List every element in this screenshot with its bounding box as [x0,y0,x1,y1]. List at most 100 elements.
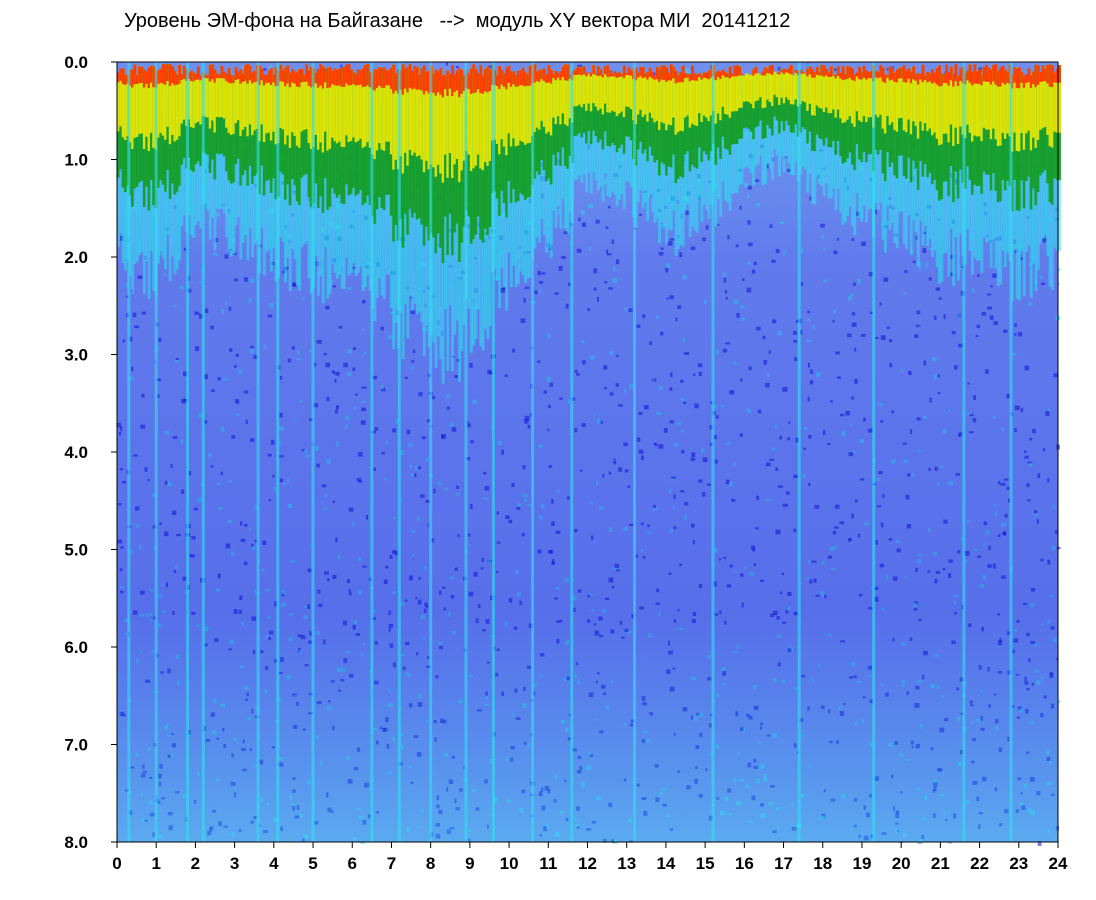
surface-band-segment [161,64,165,136]
surface-band-segment [660,65,664,80]
surface-band-segment [314,72,318,84]
surface-band-segment [928,73,932,129]
surface-band-segment [618,72,622,114]
surface-band-segment [1001,65,1005,83]
x-tick-label: 10 [500,854,519,873]
surface-band-segment [545,74,549,83]
surface-band-segment [768,65,772,102]
surface-band-segment [888,66,892,81]
vertical-streak [633,62,636,842]
surface-band-segment [119,68,123,81]
surface-band-segment [1027,68,1031,131]
surface-band-segment [893,72,897,82]
surface-band-segment [406,67,410,93]
surface-band-segment [239,69,243,137]
surface-band-segment [820,64,824,109]
surface-band-segment [728,66,732,118]
surface-band-segment [227,68,231,134]
surface-band-segment [472,64,476,169]
surface-band-segment [149,65,153,83]
surface-band-segment [552,73,556,118]
x-tick-label: 14 [656,854,675,873]
surface-band-segment [735,65,739,77]
surface-band-segment [288,72,292,88]
surface-band-segment [194,73,198,80]
surface-band-segment [1046,64,1050,135]
surface-band-segment [135,74,139,84]
surface-band-segment [368,71,372,148]
surface-band-segment [1025,74,1029,83]
surface-band-segment [909,71,913,135]
surface-band-segment [982,66,986,82]
surface-band-segment [606,65,610,113]
surface-band-segment [620,74,624,77]
surface-band-segment [526,74,530,86]
surface-band-segment [782,68,786,104]
surface-band-segment [446,70,450,96]
surface-band-segment [535,71,539,82]
surface-band-segment [731,74,734,112]
surface-band-segment [145,71,149,84]
surface-band-segment [208,64,212,129]
surface-band-segment [881,67,885,129]
surface-band-segment [427,70,431,94]
surface-band-segment [378,67,382,144]
surface-band-segment [615,73,619,117]
surface-band-segment [987,67,991,130]
surface-band-segment [994,64,998,85]
x-tick-label: 6 [348,854,357,873]
surface-band-segment [726,73,730,115]
surface-band-segment [448,73,452,154]
surface-band-segment [803,74,807,103]
surface-band-segment [1032,71,1036,138]
surface-band-segment [879,64,883,78]
surface-band-segment [926,71,930,132]
surface-band-segment [258,65,262,142]
surface-band-segment [418,74,422,156]
surface-band-segment [415,67,419,90]
y-tick-label: 6.0 [64,638,88,657]
surface-band-segment [168,64,172,145]
surface-band-segment [627,67,631,108]
surface-band-segment [389,67,393,90]
surface-band-segment [707,70,711,80]
surface-band-segment [841,66,845,124]
surface-band-segment [818,72,821,108]
surface-band-segment [236,71,240,121]
surface-band-segment [785,69,789,98]
surface-band-segment [300,68,304,132]
surface-band-segment [298,69,302,148]
surface-band-segment [533,64,537,132]
surface-band-segment [655,67,659,121]
surface-band-segment [686,73,690,78]
surface-band-segment [589,72,593,112]
surface-band-segment [766,69,770,100]
surface-band-segment [222,71,226,79]
surface-band-segment [145,71,149,137]
noise-speckle [1056,546,1061,550]
surface-band-segment [481,75,485,171]
surface-band-segment [829,66,833,77]
surface-band-segment [879,64,883,115]
surface-band-segment [302,74,306,130]
surface-band-segment [855,72,859,112]
surface-band-segment [434,69,438,96]
surface-band-segment [686,73,690,116]
surface-band-segment [281,70,285,82]
surface-band-segment [340,67,344,147]
surface-band-segment [947,71,951,86]
surface-band-segment [834,74,838,79]
surface-band-segment [806,68,810,77]
surface-band-segment [669,64,673,81]
surface-band-segment [980,74,984,142]
surface-band-segment [693,73,697,126]
chart-title: Уровень ЭМ-фона на Байгазане --> модуль … [124,10,791,32]
surface-band-segment [164,64,167,140]
surface-band-segment [1041,65,1045,82]
surface-band-segment [660,65,664,123]
surface-band-segment [453,74,457,165]
surface-band-segment [514,75,518,147]
surface-band-segment [996,70,1000,147]
surface-band-segment [394,73,398,160]
surface-band-segment [361,68,365,148]
